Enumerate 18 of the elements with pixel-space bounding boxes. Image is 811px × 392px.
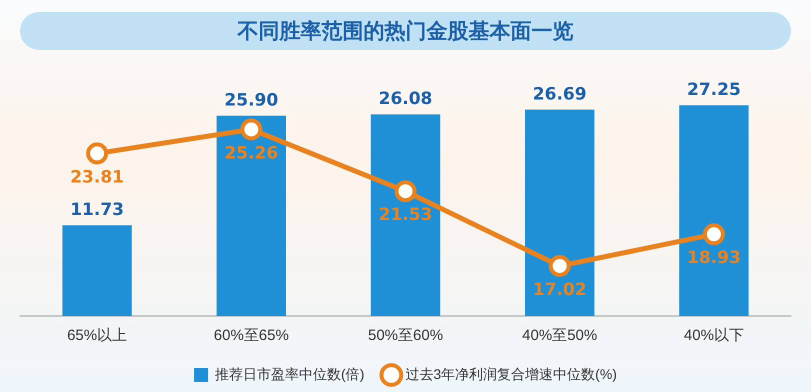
legend-label: 过去3年净利润复合增速中位数(%) — [405, 366, 617, 382]
data-label: 11.73 — [70, 200, 124, 220]
x-tick-label: 40%至50% — [522, 327, 598, 344]
x-tick-label: 50%至60% — [368, 327, 444, 344]
data-label: 23.81 — [70, 167, 124, 188]
legend-label: 推荐日市盈率中位数(倍) — [215, 366, 364, 382]
x-tick-label: 65%以上 — [67, 327, 128, 344]
data-label: 18.93 — [687, 248, 741, 268]
data-label: 27.25 — [687, 80, 741, 100]
chart-title: 不同胜率范围的热门金股基本面一览 — [20, 12, 791, 50]
data-label: 26.08 — [378, 89, 432, 110]
data-label: 17.02 — [532, 280, 587, 300]
data-label: 21.53 — [378, 205, 432, 226]
data-label: 25.26 — [224, 143, 278, 164]
x-tick-label: 40%以下 — [684, 327, 744, 344]
x-tick-label: 60%至65% — [214, 327, 289, 344]
data-label: 26.69 — [532, 84, 587, 105]
data-label: 25.90 — [224, 90, 278, 111]
